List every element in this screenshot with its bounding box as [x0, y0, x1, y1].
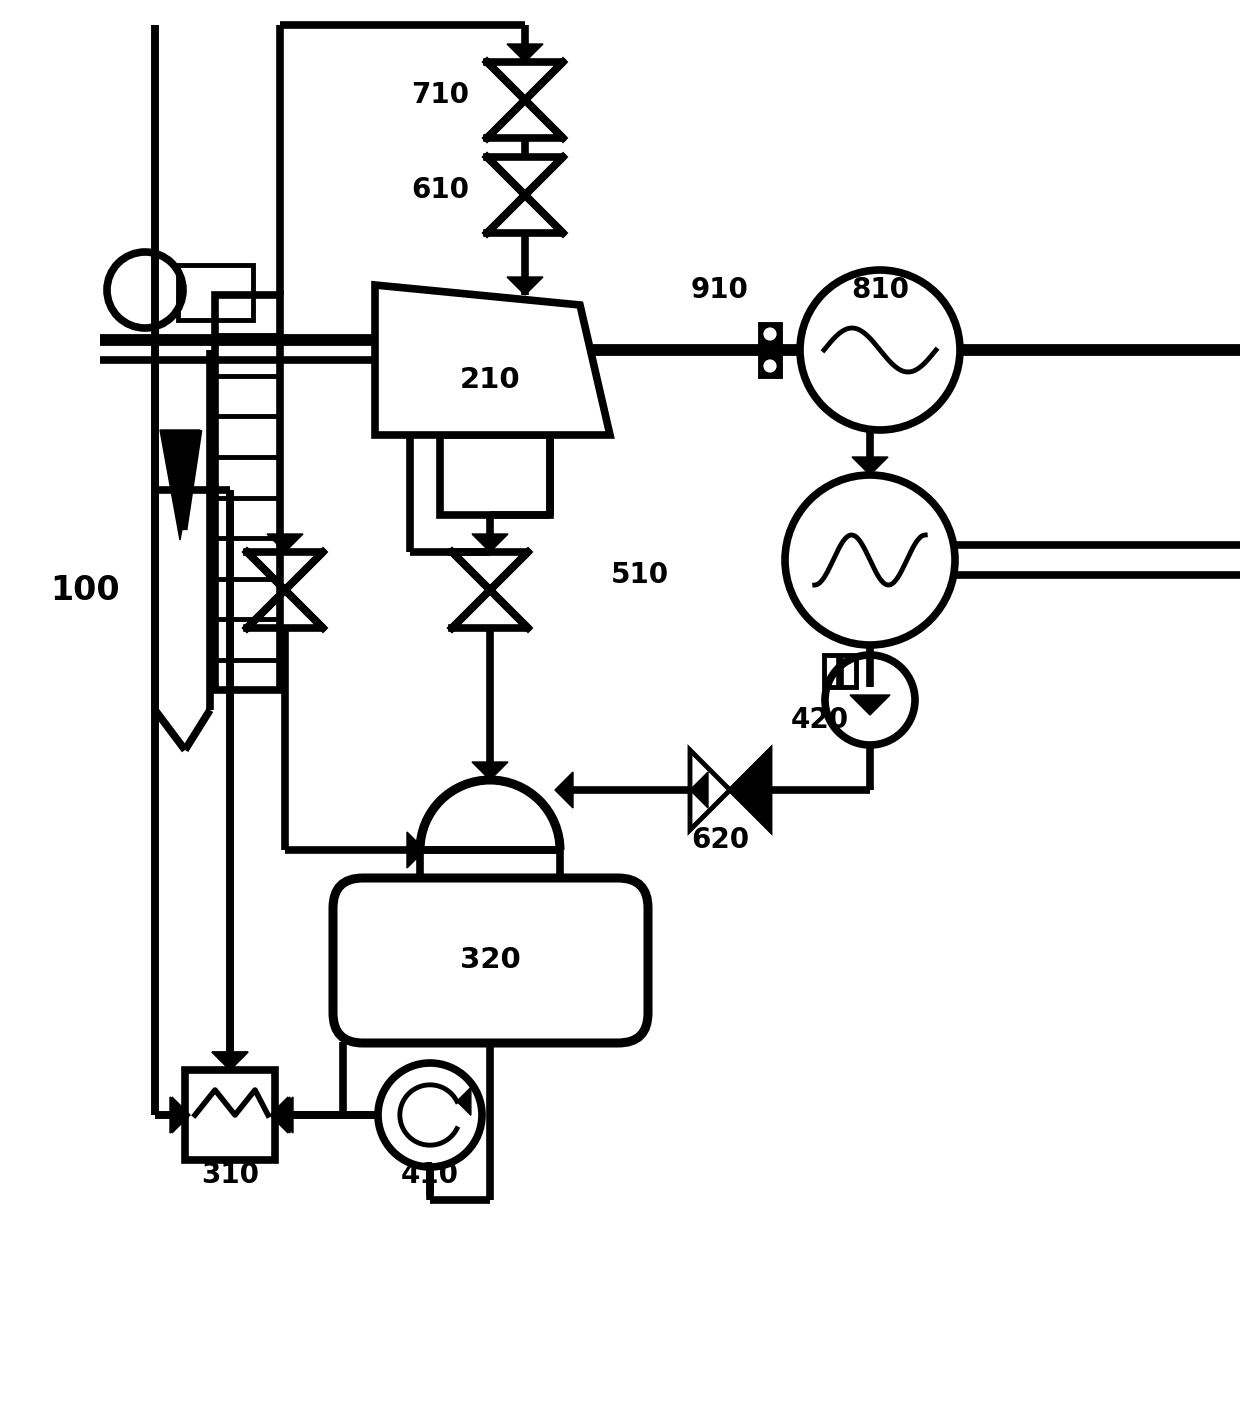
Polygon shape [472, 534, 508, 552]
Polygon shape [212, 1052, 248, 1070]
Circle shape [763, 358, 777, 375]
Bar [215, 296, 280, 690]
Polygon shape [275, 1097, 293, 1133]
Text: 310: 310 [201, 1162, 259, 1188]
Text: 710: 710 [410, 82, 469, 108]
Text: 810: 810 [851, 276, 909, 304]
Polygon shape [852, 458, 888, 474]
Polygon shape [170, 1097, 188, 1133]
Bar [179, 265, 253, 320]
Polygon shape [472, 762, 508, 780]
Text: 210: 210 [460, 366, 521, 394]
Polygon shape [556, 772, 573, 808]
Text: 100: 100 [50, 573, 120, 607]
Bar [185, 1070, 275, 1160]
Polygon shape [730, 750, 770, 829]
Circle shape [763, 327, 777, 342]
Polygon shape [270, 1097, 288, 1133]
Polygon shape [267, 534, 303, 552]
Text: 620: 620 [691, 826, 749, 855]
Bar [420, 850, 560, 879]
Polygon shape [689, 750, 730, 829]
Text: 320: 320 [460, 946, 521, 974]
Text: 420: 420 [791, 705, 849, 734]
Polygon shape [507, 277, 543, 296]
Polygon shape [689, 772, 708, 808]
Polygon shape [160, 429, 200, 541]
Polygon shape [374, 284, 610, 435]
Text: 510: 510 [611, 560, 670, 589]
Polygon shape [172, 1097, 190, 1133]
FancyBboxPatch shape [334, 879, 649, 1043]
Bar [440, 435, 551, 515]
Polygon shape [507, 44, 543, 62]
Polygon shape [456, 1087, 471, 1115]
Bar [760, 324, 780, 376]
Bar [825, 655, 856, 687]
Polygon shape [272, 1097, 290, 1133]
Polygon shape [212, 1052, 248, 1070]
Text: 610: 610 [410, 176, 469, 204]
Polygon shape [407, 832, 425, 867]
Polygon shape [849, 696, 890, 715]
Text: 410: 410 [401, 1162, 459, 1188]
Text: 910: 910 [691, 276, 749, 304]
